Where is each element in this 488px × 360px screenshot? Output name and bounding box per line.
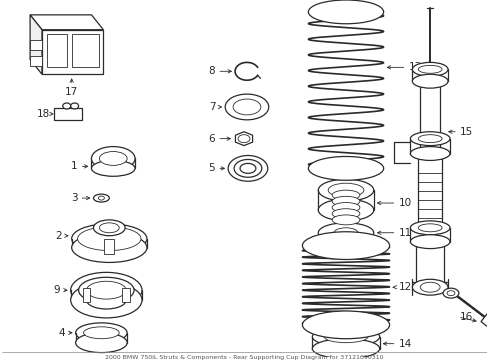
Ellipse shape: [62, 103, 71, 109]
Polygon shape: [42, 30, 103, 74]
Ellipse shape: [302, 311, 389, 339]
Text: 17: 17: [65, 87, 78, 97]
Text: 18: 18: [37, 109, 50, 119]
Text: 14: 14: [398, 339, 411, 349]
Ellipse shape: [76, 323, 127, 343]
Ellipse shape: [308, 157, 383, 180]
Polygon shape: [30, 57, 42, 66]
Text: 5: 5: [208, 163, 215, 174]
Text: 10: 10: [398, 198, 411, 208]
Text: 4: 4: [58, 328, 64, 338]
Ellipse shape: [409, 147, 449, 161]
Ellipse shape: [98, 196, 104, 200]
Ellipse shape: [302, 232, 389, 260]
Polygon shape: [235, 132, 252, 145]
Ellipse shape: [327, 183, 363, 197]
Ellipse shape: [238, 135, 249, 143]
Ellipse shape: [331, 203, 359, 212]
Ellipse shape: [409, 132, 449, 145]
Polygon shape: [47, 34, 66, 67]
Ellipse shape: [71, 103, 79, 109]
Ellipse shape: [76, 333, 127, 352]
Ellipse shape: [72, 233, 147, 262]
Ellipse shape: [411, 74, 447, 88]
Ellipse shape: [318, 199, 373, 221]
Ellipse shape: [417, 66, 441, 73]
Ellipse shape: [417, 135, 441, 143]
Polygon shape: [480, 312, 488, 327]
Ellipse shape: [409, 221, 449, 235]
Ellipse shape: [240, 163, 255, 173]
Ellipse shape: [91, 161, 135, 176]
Ellipse shape: [78, 227, 141, 251]
Polygon shape: [82, 288, 90, 302]
Text: 11: 11: [398, 228, 411, 238]
Ellipse shape: [312, 339, 379, 359]
Ellipse shape: [333, 228, 357, 238]
Ellipse shape: [308, 0, 383, 24]
Ellipse shape: [86, 281, 126, 299]
Ellipse shape: [225, 94, 268, 120]
Ellipse shape: [331, 215, 359, 225]
Polygon shape: [104, 239, 114, 253]
Polygon shape: [122, 288, 130, 302]
Ellipse shape: [233, 99, 260, 115]
Text: 16: 16: [459, 312, 472, 322]
Text: 9: 9: [53, 285, 60, 295]
Ellipse shape: [409, 235, 449, 249]
Text: 8: 8: [208, 66, 215, 76]
Ellipse shape: [331, 209, 359, 219]
Text: 2: 2: [55, 231, 61, 241]
Ellipse shape: [331, 190, 359, 200]
Ellipse shape: [417, 224, 441, 232]
Text: 12: 12: [398, 282, 411, 292]
Ellipse shape: [312, 327, 379, 347]
Text: 2000 BMW 750iL Struts & Components - Rear Supporting Cup Diagram for 37121090310: 2000 BMW 750iL Struts & Components - Rea…: [104, 355, 383, 360]
Text: 7: 7: [208, 102, 215, 112]
Ellipse shape: [79, 277, 134, 303]
Ellipse shape: [442, 288, 458, 298]
Ellipse shape: [71, 273, 142, 308]
Ellipse shape: [72, 224, 147, 253]
Ellipse shape: [331, 196, 359, 206]
Ellipse shape: [324, 331, 367, 343]
Ellipse shape: [93, 194, 109, 202]
Ellipse shape: [228, 156, 267, 181]
Ellipse shape: [234, 159, 261, 177]
Text: 1: 1: [71, 161, 78, 171]
Polygon shape: [72, 34, 99, 67]
Polygon shape: [30, 40, 42, 50]
Text: 15: 15: [459, 127, 472, 137]
Ellipse shape: [419, 282, 439, 292]
Ellipse shape: [411, 62, 447, 76]
Ellipse shape: [93, 220, 125, 236]
Ellipse shape: [318, 223, 373, 243]
Ellipse shape: [83, 327, 119, 339]
Ellipse shape: [318, 179, 373, 201]
Polygon shape: [54, 108, 81, 120]
Polygon shape: [30, 15, 103, 30]
Ellipse shape: [99, 223, 119, 233]
Ellipse shape: [71, 282, 142, 318]
Ellipse shape: [91, 147, 135, 170]
Ellipse shape: [86, 291, 126, 309]
Text: 13: 13: [407, 62, 421, 72]
Ellipse shape: [446, 291, 454, 296]
Polygon shape: [30, 15, 42, 74]
Text: 3: 3: [71, 193, 78, 203]
Text: 6: 6: [208, 134, 215, 144]
Ellipse shape: [99, 152, 127, 165]
Ellipse shape: [411, 279, 447, 295]
